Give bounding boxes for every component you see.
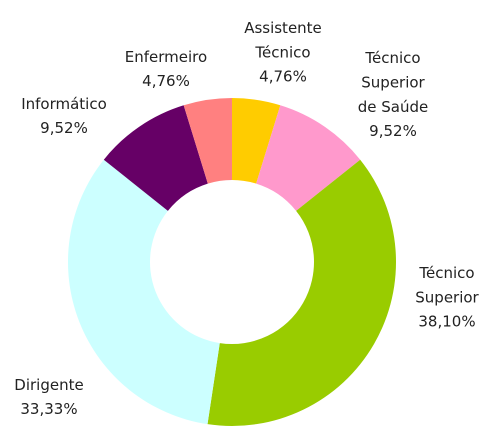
label-line: Dirigente	[14, 376, 83, 394]
slice-label: Assistente Técnico	[244, 19, 322, 62]
slice-label: Técnico Superior	[415, 264, 479, 307]
slice-label: Técnico Superior de Saúde	[358, 49, 429, 116]
label-line: Técnico	[418, 264, 474, 282]
value-label: 4,76%	[259, 68, 307, 86]
donut-slice	[207, 159, 396, 427]
donut-slice	[68, 159, 220, 425]
label-line: Enfermeiro	[125, 48, 207, 66]
donut-slice	[103, 105, 208, 211]
value-label: 9,52%	[369, 122, 417, 140]
label-line: Técnico	[254, 43, 310, 61]
slice-label: Dirigente	[14, 376, 83, 394]
slice-label: Enfermeiro	[125, 48, 207, 66]
label-line: Informático	[21, 95, 107, 113]
donut-slice	[232, 98, 281, 184]
value-label: 9,52%	[40, 119, 88, 137]
label-line: de Saúde	[358, 98, 429, 116]
value-label: 4,76%	[142, 72, 190, 90]
label-line: Assistente	[244, 19, 322, 37]
label-line: Superior	[415, 288, 479, 306]
label-line: Técnico	[364, 49, 420, 67]
value-label: 38,10%	[418, 313, 475, 331]
label-line: Superior	[361, 73, 425, 91]
value-label: 33,33%	[20, 400, 77, 418]
donut-slice	[183, 98, 232, 184]
donut-slice	[256, 105, 361, 211]
slice-label: Informático	[21, 95, 107, 113]
